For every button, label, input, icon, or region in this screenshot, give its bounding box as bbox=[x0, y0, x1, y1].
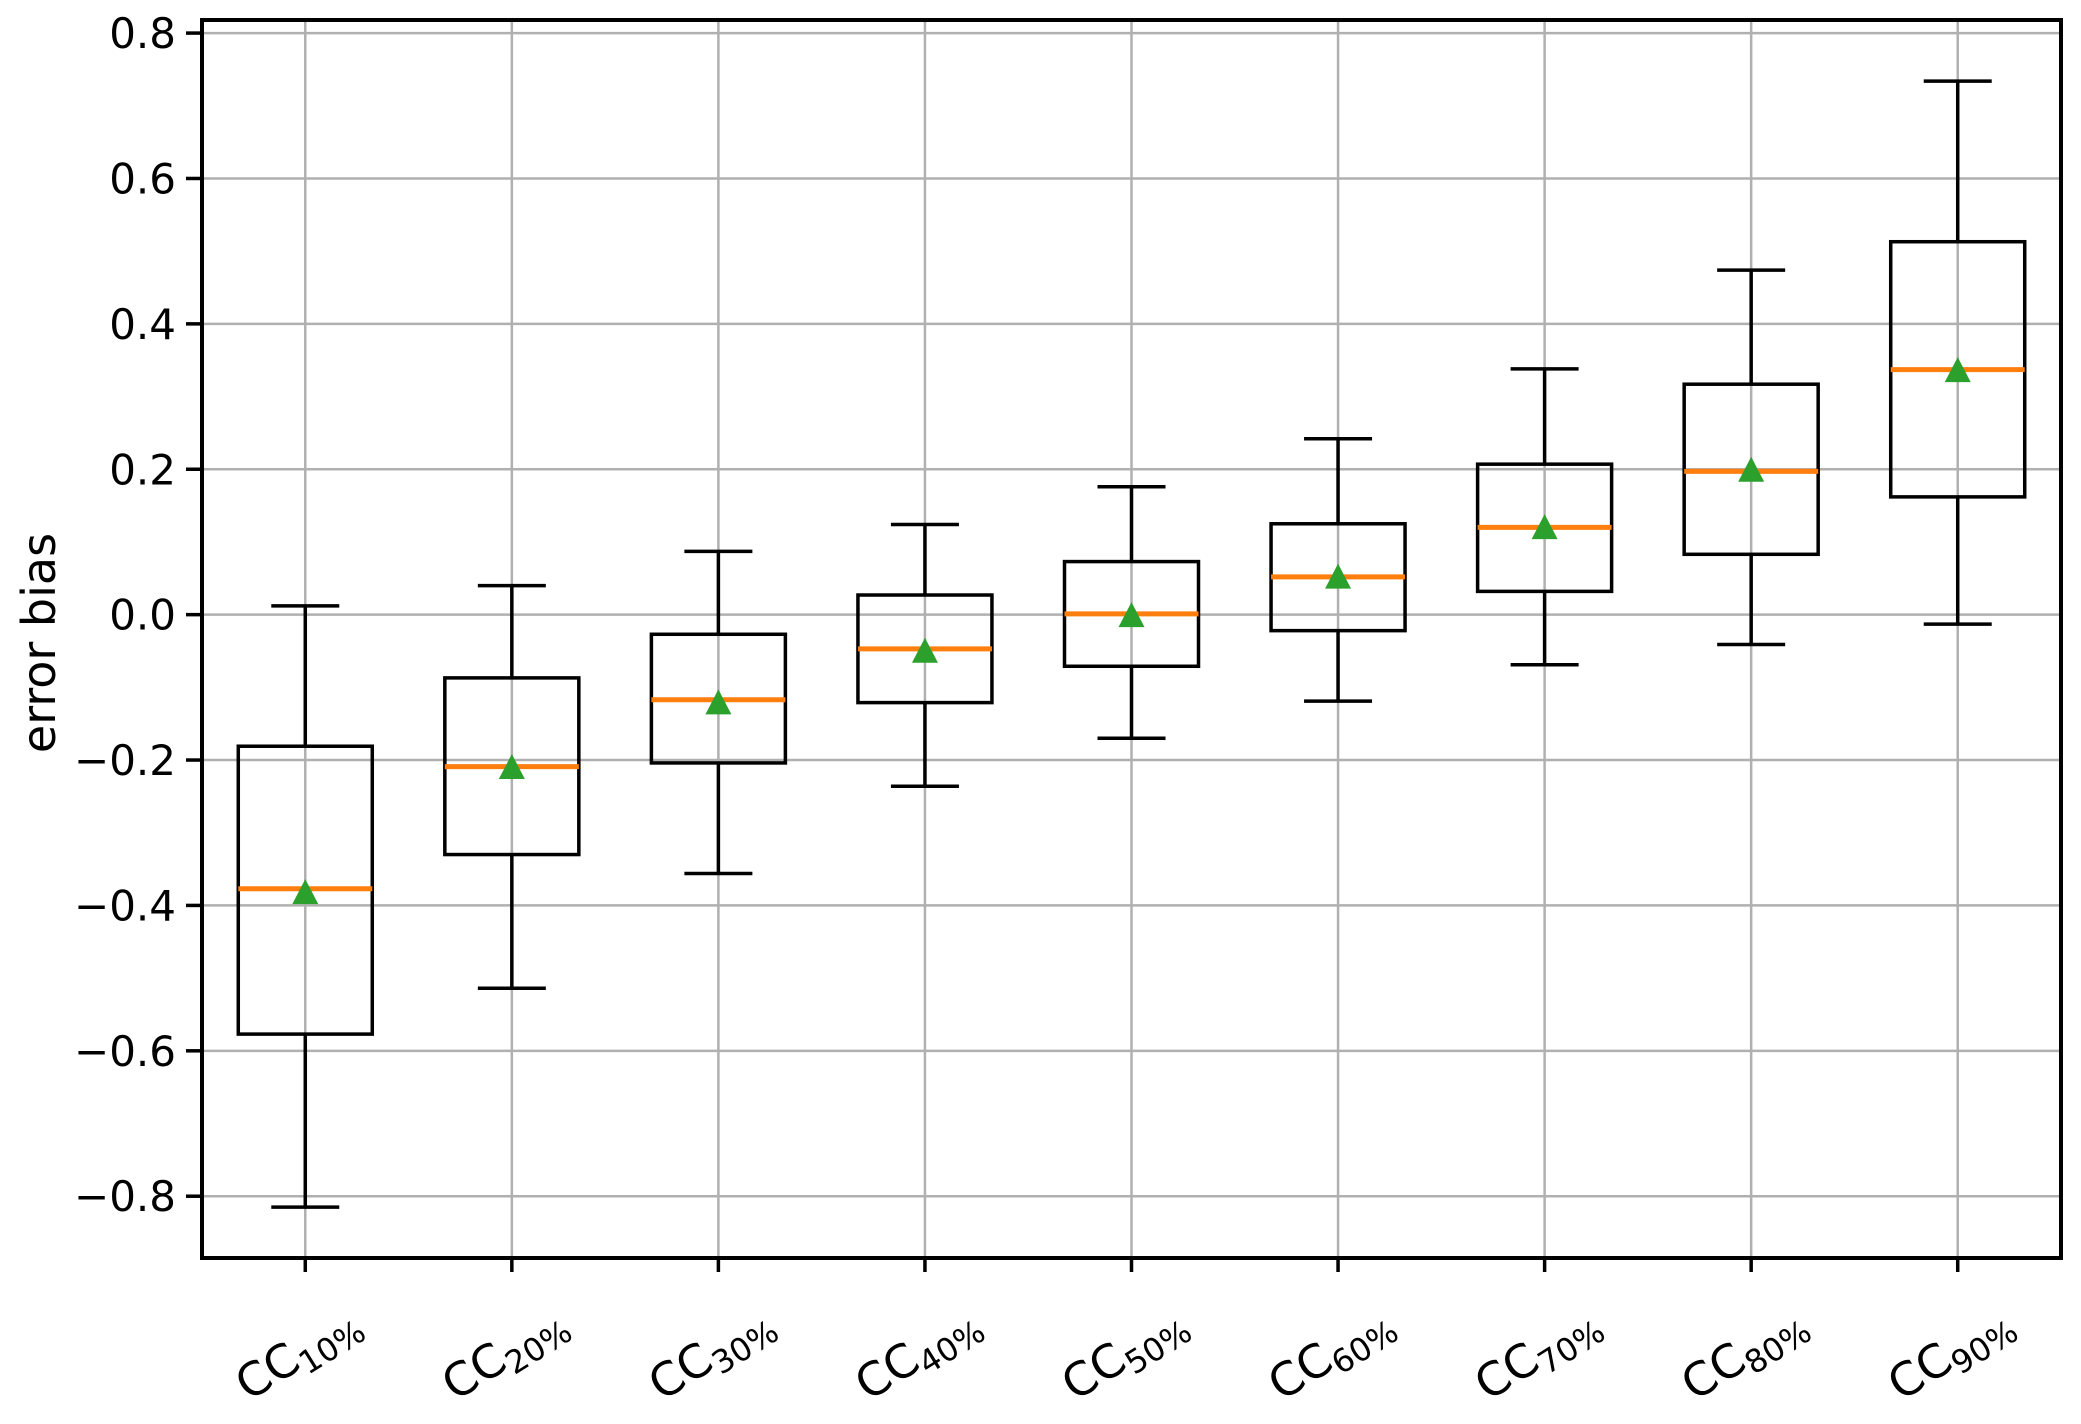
x-tick-label: CC80% bbox=[1672, 1294, 1819, 1417]
box-group-cc60- bbox=[1269, 436, 1407, 703]
mean-marker bbox=[1531, 514, 1558, 540]
y-tick-label: −0.6 bbox=[74, 1027, 176, 1076]
y-tick-label: −0.4 bbox=[74, 881, 176, 930]
x-tick-label: CC50% bbox=[1052, 1294, 1199, 1417]
mean-marker bbox=[705, 689, 732, 715]
x-tick-label: CC30% bbox=[639, 1294, 786, 1417]
mean-marker bbox=[1118, 602, 1145, 628]
gridlines bbox=[202, 20, 2061, 1258]
box-group-cc70- bbox=[1475, 367, 1614, 667]
mean-marker bbox=[498, 754, 525, 780]
y-tick-label: 0.2 bbox=[109, 445, 176, 494]
x-tick-label: CC10% bbox=[226, 1294, 373, 1417]
mean-marker bbox=[1738, 456, 1765, 482]
box-group-cc90- bbox=[1888, 79, 2027, 626]
y-tick-label: −0.8 bbox=[74, 1172, 176, 1221]
box-group-cc80- bbox=[1682, 268, 1820, 647]
mean-marker bbox=[1944, 357, 1971, 383]
y-tick-label: 0.8 bbox=[109, 9, 176, 58]
boxes bbox=[236, 79, 2027, 1209]
axes: 0.8 0.6 0.4 0.2 0.0 −0.2 −0.4 −0.6 −0.8 CC10% CC20… bbox=[74, 9, 2063, 1417]
box-group-cc30- bbox=[649, 549, 788, 876]
y-axis-label: error bias bbox=[12, 533, 66, 753]
y-tick-label: −0.2 bbox=[74, 736, 176, 785]
y-tick-label: 0.0 bbox=[109, 591, 176, 640]
box-group-cc50- bbox=[1062, 484, 1201, 740]
x-tick-label: CC60% bbox=[1258, 1294, 1405, 1417]
x-tick-label: CC90% bbox=[1878, 1294, 2025, 1417]
mean-marker bbox=[911, 637, 938, 663]
y-tick-label: 0.4 bbox=[109, 300, 176, 349]
x-tick-label: CC40% bbox=[845, 1294, 992, 1417]
mean-marker bbox=[292, 879, 319, 905]
box-group-cc10- bbox=[236, 604, 375, 1209]
mean-marker bbox=[1325, 563, 1352, 589]
y-tick-label: 0.6 bbox=[109, 154, 176, 203]
x-tick-label: CC20% bbox=[432, 1294, 579, 1417]
box-group-cc40- bbox=[856, 522, 994, 788]
box-group-cc20- bbox=[443, 583, 581, 991]
x-tick-label: CC70% bbox=[1465, 1294, 1612, 1417]
